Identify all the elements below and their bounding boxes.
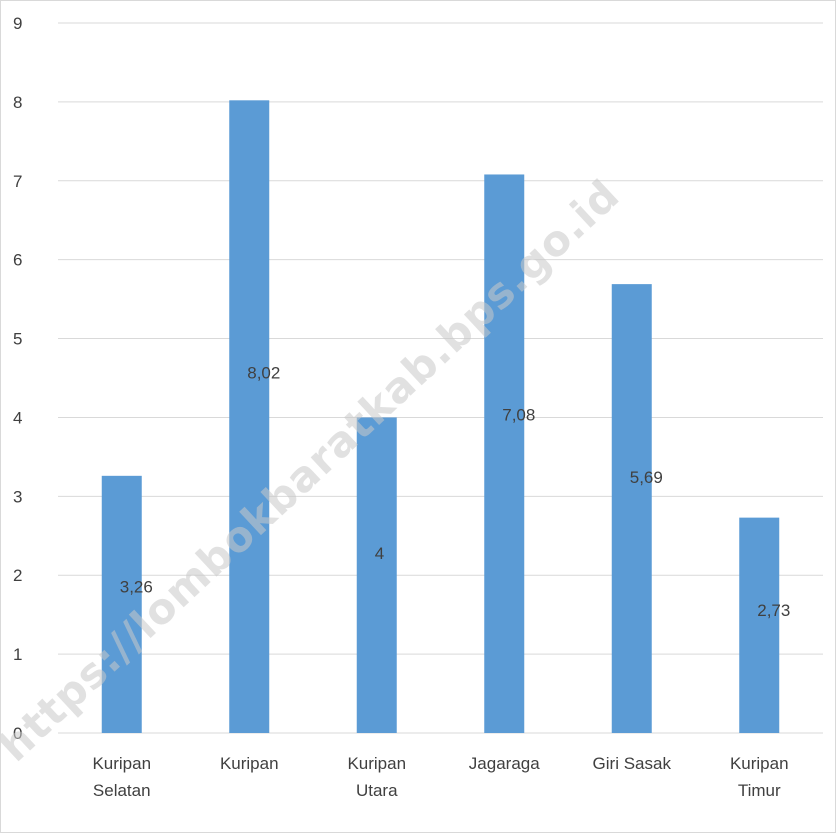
x-category-label-0: Kuripan Selatan: [92, 754, 151, 800]
x-category-label-3: Jagaraga: [469, 754, 540, 773]
bar-3: [484, 174, 525, 733]
x-category-label-4: Giri Sasak: [593, 754, 672, 773]
y-tick-label-3: 3: [13, 487, 22, 506]
bars: [101, 100, 780, 734]
bar-2: [356, 417, 397, 733]
x-category-label-5: Kuripan Timur: [730, 754, 789, 800]
y-tick-label-4: 4: [13, 408, 22, 427]
data-label-4: 5,69: [630, 468, 663, 487]
y-tick-label-0: 0: [13, 724, 22, 743]
data-labels: 3,26 8,02 4 7,08 5,69 2,73: [120, 363, 791, 620]
y-tick-label-9: 9: [13, 14, 22, 33]
bar-0: [101, 475, 142, 733]
x-axis-categories: Kuripan Selatan Kuripan Kuripan Utara Jagarag…: [92, 754, 788, 800]
data-label-5: 2,73: [757, 601, 790, 620]
bar-5: [739, 517, 780, 733]
x-category-label-1: Kuripan: [220, 754, 279, 773]
y-tick-label-7: 7: [13, 172, 22, 191]
bar-1: [229, 100, 270, 734]
y-tick-label-8: 8: [13, 93, 22, 112]
y-tick-label-2: 2: [13, 566, 22, 585]
y-axis-ticks: 0 1 2 3 4 5 6 7 8 9: [13, 14, 22, 743]
data-label-1: 8,02: [247, 363, 280, 382]
bar-4: [611, 284, 652, 733]
data-label-2: 4: [375, 544, 384, 563]
data-label-0: 3,26: [120, 577, 153, 596]
y-tick-label-1: 1: [13, 645, 22, 664]
y-tick-label-5: 5: [13, 330, 22, 349]
data-label-3: 7,08: [502, 406, 535, 425]
gridlines: [58, 22, 823, 734]
y-tick-label-6: 6: [13, 251, 22, 270]
x-category-label-2: Kuripan Utara: [347, 754, 406, 800]
